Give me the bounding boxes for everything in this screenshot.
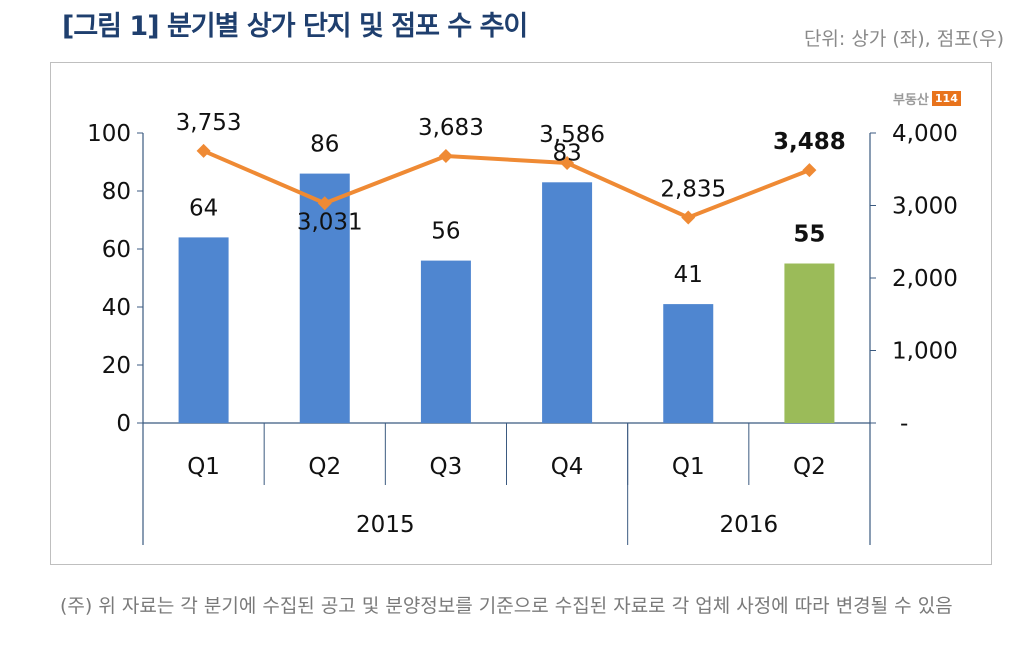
- left-tick-label: 20: [102, 353, 131, 379]
- bar: [178, 237, 229, 423]
- logo-badge: 114: [931, 91, 961, 106]
- right-tick-label: -: [900, 411, 908, 437]
- left-tick-label: 100: [87, 121, 131, 147]
- right-tick-label: 1,000: [892, 339, 958, 365]
- footnote: (주) 위 자료는 각 분기에 수집된 공고 및 분양정보를 기준으로 수집된 …: [60, 595, 953, 617]
- bar-data-label: 86: [310, 132, 339, 158]
- category-label: Q2: [308, 454, 341, 480]
- right-tick-label: 4,000: [892, 121, 958, 147]
- year-label: 2015: [356, 512, 415, 538]
- line-data-label: 2,835: [660, 176, 726, 202]
- left-tick-label: 60: [102, 237, 131, 263]
- line-data-label: 3,683: [418, 115, 484, 141]
- bar: [542, 182, 593, 423]
- line-data-label: 3,031: [297, 209, 363, 235]
- chart-frame: [50, 62, 992, 565]
- category-label: Q1: [672, 454, 705, 480]
- unit-label: 단위: 상가 (좌), 점포(우): [803, 28, 1004, 50]
- line-marker: [560, 156, 575, 171]
- line-marker: [196, 143, 211, 158]
- line-marker: [317, 196, 332, 211]
- bar: [420, 260, 471, 423]
- bar-data-label: 55: [793, 222, 825, 248]
- line-series: [202, 149, 811, 220]
- logo-text: 부동산: [893, 93, 929, 108]
- bar-data-label: 83: [552, 140, 581, 166]
- line-marker: [681, 210, 696, 225]
- bar: [299, 173, 350, 423]
- right-tick-label: 3,000: [892, 194, 958, 220]
- left-tick-label: 0: [116, 411, 131, 437]
- year-label: 2016: [720, 512, 779, 538]
- line-data-label: 3,586: [539, 122, 605, 148]
- line-data-label: 3,753: [176, 110, 242, 136]
- bar: [663, 304, 714, 423]
- category-label: Q4: [551, 454, 584, 480]
- line-marker: [438, 148, 453, 163]
- bar: [784, 263, 835, 423]
- category-label: Q3: [430, 454, 463, 480]
- right-tick-label: 2,000: [892, 266, 958, 292]
- category-label: Q2: [793, 454, 826, 480]
- bar-data-label: 41: [674, 262, 703, 288]
- category-label: Q1: [187, 454, 220, 480]
- logo: 부동산 114: [893, 89, 961, 108]
- bar-data-label: 64: [189, 195, 218, 221]
- left-tick-label: 40: [102, 295, 131, 321]
- chart-title: [그림 1] 분기별 상가 단지 및 점포 수 추이: [62, 11, 528, 42]
- bar-data-label: 56: [431, 219, 460, 245]
- left-tick-label: 80: [102, 179, 131, 205]
- line-data-label: 3,488: [773, 129, 846, 155]
- line-marker: [802, 163, 817, 178]
